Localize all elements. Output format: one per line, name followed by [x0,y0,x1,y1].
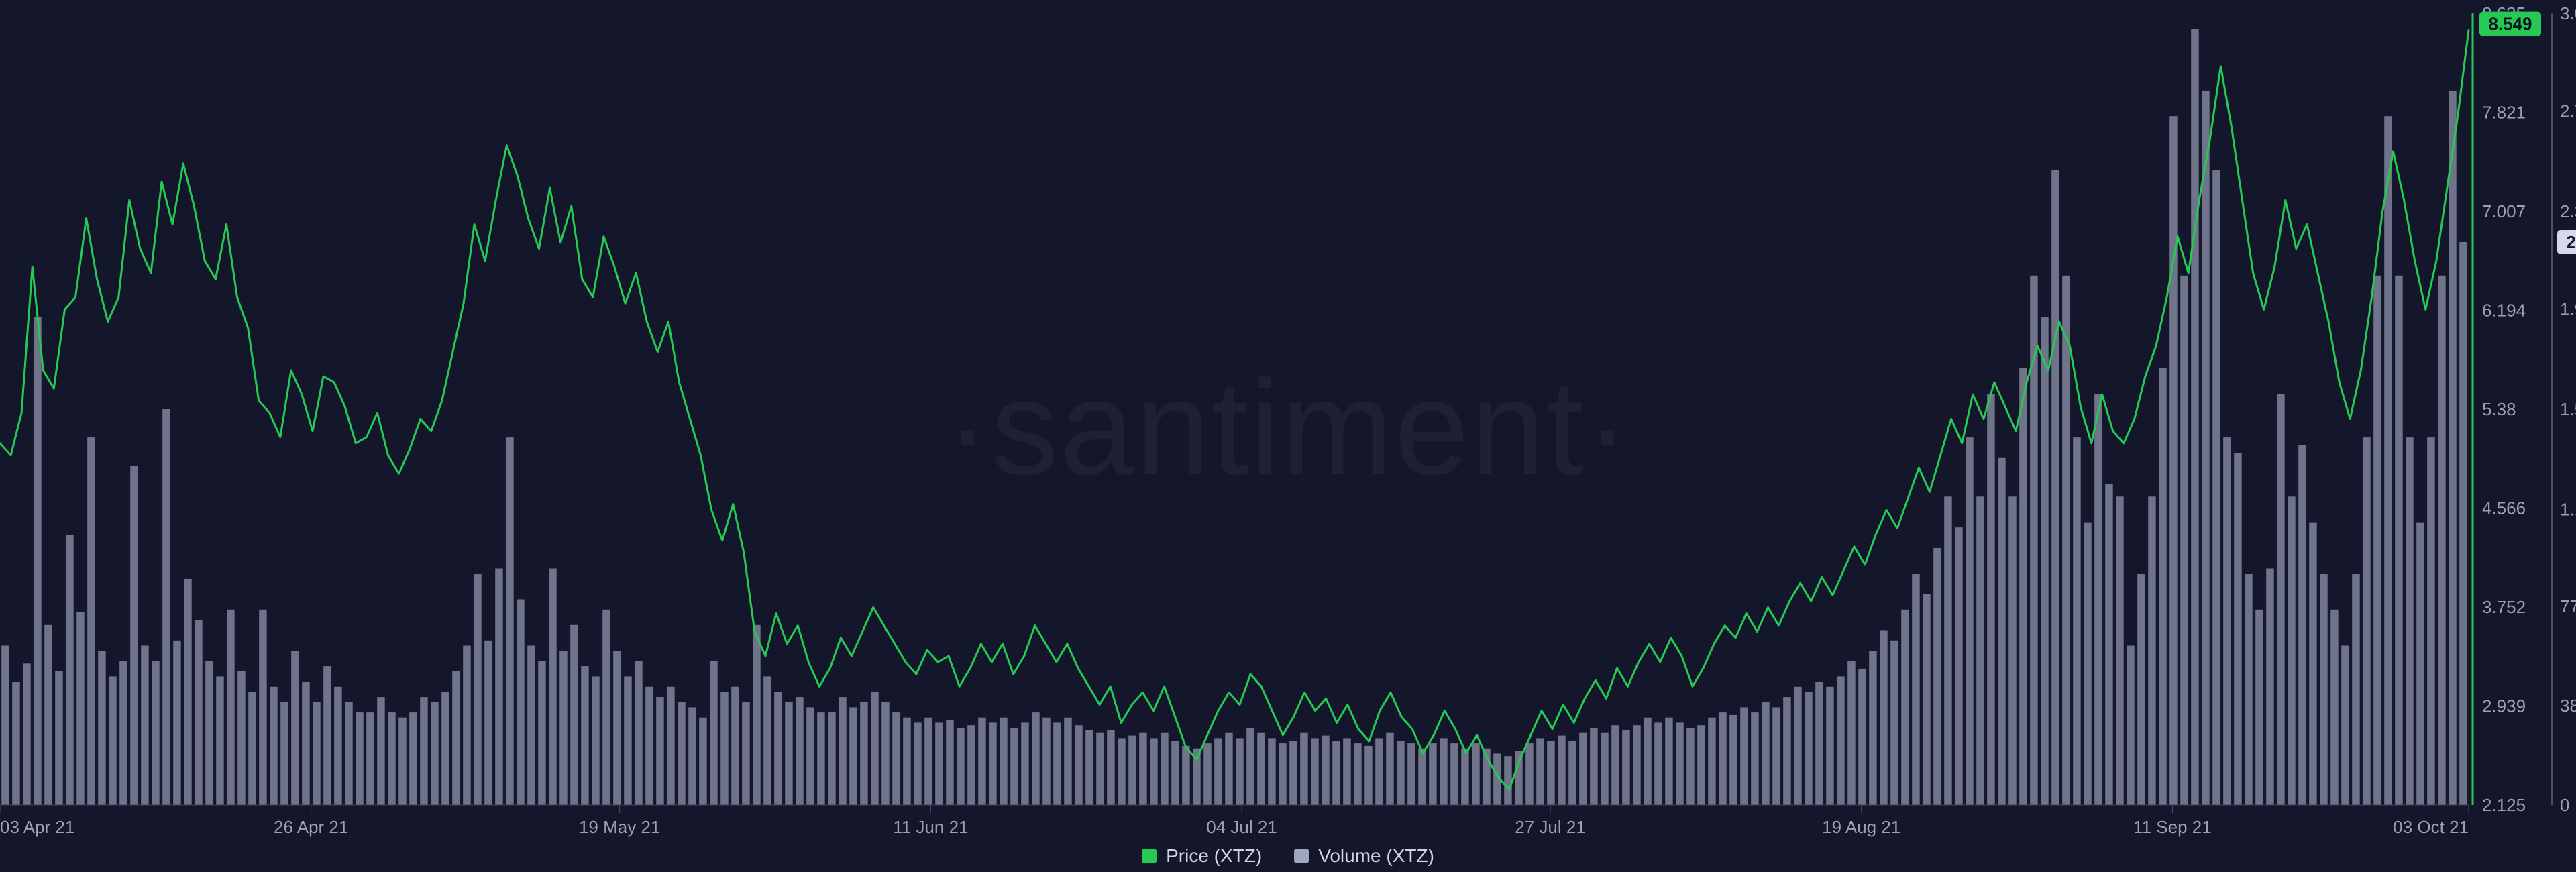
svg-text:8.549: 8.549 [2488,14,2532,34]
svg-text:5.38: 5.38 [2482,399,2516,419]
legend-label-volume: Volume (XTZ) [1318,845,1434,867]
svg-text:2.31B: 2.31B [2560,201,2576,221]
legend-item-volume[interactable]: Volume (XTZ) [1294,845,1434,867]
legend-swatch-volume [1294,849,1309,863]
svg-text:1.54B: 1.54B [2560,399,2576,419]
svg-text:772.02M: 772.02M [2560,596,2576,616]
price-y-axis: 2.1252.9393.7524.5665.386.1947.0077.8218… [2482,3,2526,815]
svg-text:19 May 21: 19 May 21 [579,817,660,837]
volume-y-axis: 0 386.01M 772.02M 1.15B 1.54B 1.93B 2.31B 2.7B 3… [2560,3,2576,815]
svg-text:1.93B: 1.93B [2560,299,2576,319]
legend: Price (XTZ) Volume (XTZ) [1142,845,1434,867]
legend-swatch-price [1142,849,1157,863]
svg-text:4.566: 4.566 [2482,498,2526,519]
svg-text:6.194: 6.194 [2482,300,2526,320]
chart-svg[interactable]: 03 Apr 21 26 Apr 21 19 May 21 11 Jun 21 04 J… [0,0,2576,872]
legend-label-price: Price (XTZ) [1166,845,1262,867]
x-axis: 03 Apr 21 26 Apr 21 19 May 21 11 Jun 21 04 J… [0,805,2469,837]
svg-text:386.01M: 386.01M [2560,696,2576,716]
svg-text:7.007: 7.007 [2482,201,2526,221]
svg-text:3.08B: 3.08B [2560,3,2576,23]
svg-text:04 Jul 21: 04 Jul 21 [1206,817,1277,837]
svg-text:2.939: 2.939 [2482,696,2526,716]
svg-text:3.752: 3.752 [2482,597,2526,617]
svg-text:2.19B: 2.19B [2566,232,2576,252]
svg-text:27 Jul 21: 27 Jul 21 [1515,817,1586,837]
svg-text:19 Aug 21: 19 Aug 21 [1822,817,1900,837]
chart-container: ·santiment· 03 Apr 2126 Apr 2119 May 211… [0,0,2576,872]
svg-text:03 Apr 21: 03 Apr 21 [0,817,74,837]
svg-text:0: 0 [2560,795,2569,815]
svg-text:11 Jun 21: 11 Jun 21 [893,817,968,837]
svg-text:7.821: 7.821 [2482,103,2526,123]
svg-text:2.125: 2.125 [2482,795,2526,815]
legend-item-price[interactable]: Price (XTZ) [1142,845,1262,867]
svg-text:1.15B: 1.15B [2560,499,2576,519]
svg-text:03 Oct 21: 03 Oct 21 [2393,817,2469,837]
svg-text:11 Sep 21: 11 Sep 21 [2133,817,2212,837]
svg-text:26 Apr 21: 26 Apr 21 [274,817,348,837]
svg-text:2.7B: 2.7B [2560,101,2576,121]
